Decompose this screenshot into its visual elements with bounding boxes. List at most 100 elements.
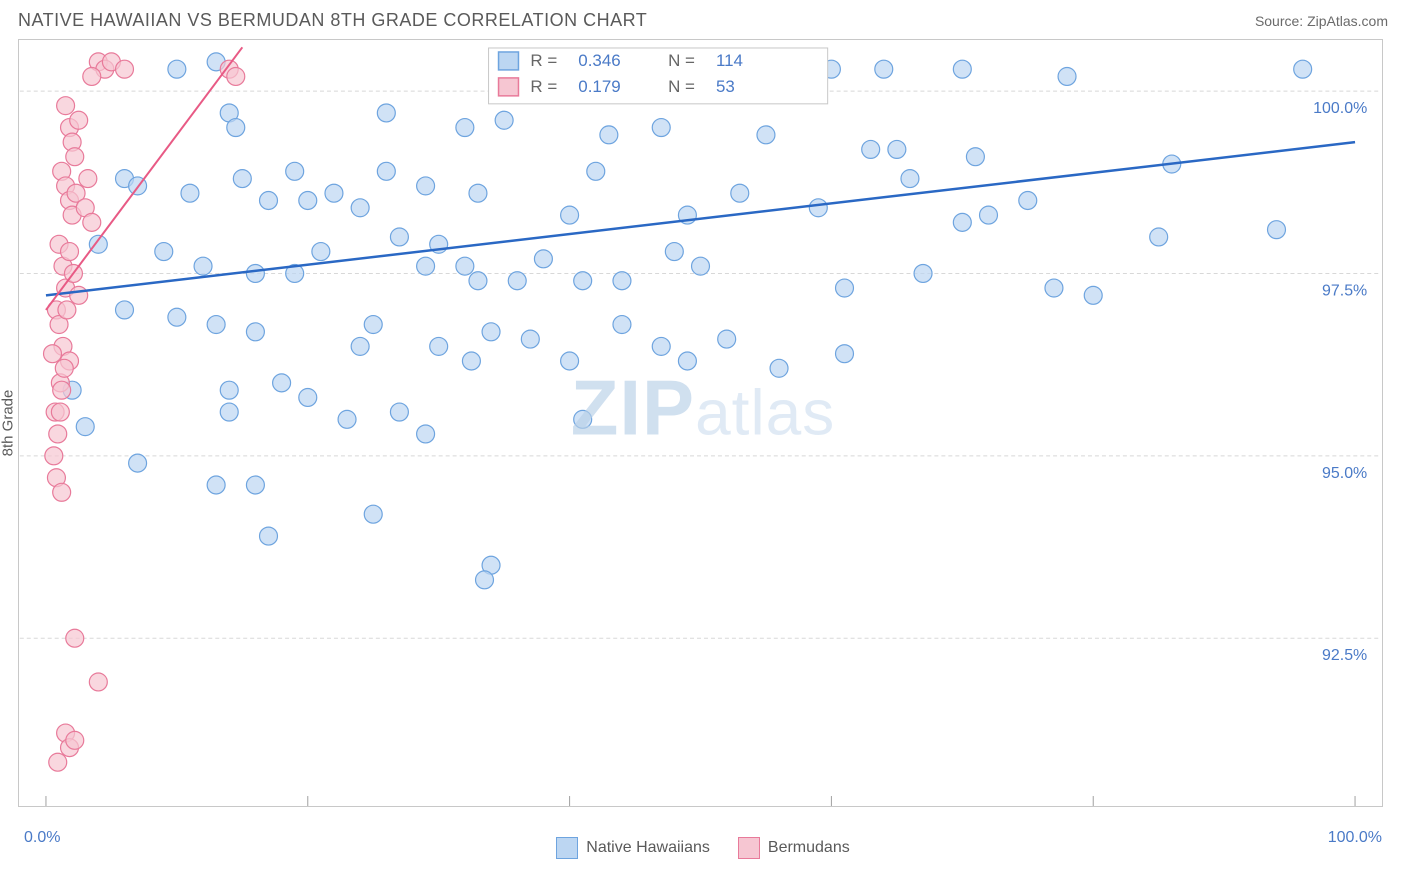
native_hawaiians-point (155, 243, 173, 261)
native_hawaiians-point (312, 243, 330, 261)
native_hawaiians-point (273, 374, 291, 392)
native_hawaiians-point (351, 337, 369, 355)
native_hawaiians-point (482, 323, 500, 341)
bermudans-point (66, 148, 84, 166)
native_hawaiians-point (1268, 221, 1286, 239)
bermudans-point (49, 753, 67, 771)
chart-header: NATIVE HAWAIIAN VS BERMUDAN 8TH GRADE CO… (0, 0, 1406, 39)
native_hawaiians-point (469, 184, 487, 202)
native_hawaiians-point (181, 184, 199, 202)
stats-R-value: 0.346 (578, 51, 620, 70)
native_hawaiians-point (600, 126, 618, 144)
native_hawaiians-point (574, 272, 592, 290)
source-label: Source: (1255, 13, 1307, 29)
bermudans-point (61, 243, 79, 261)
stats-R-value: 0.179 (578, 77, 620, 96)
native_hawaiians-point (836, 279, 854, 297)
native_hawaiians-point (613, 272, 631, 290)
native_hawaiians-point (718, 330, 736, 348)
native_hawaiians-point (875, 60, 893, 78)
y-tick-label: 95.0% (1322, 465, 1367, 482)
stats-R-label: R = (530, 77, 557, 96)
bermudans-point (116, 60, 134, 78)
native_hawaiians-point (430, 337, 448, 355)
native_hawaiians-point (233, 170, 251, 188)
bermudans-point (227, 67, 245, 85)
native_hawaiians-point (246, 323, 264, 341)
native_hawaiians-point (390, 403, 408, 421)
native_hawaiians-point (76, 418, 94, 436)
native_hawaiians-point (260, 527, 278, 545)
native_hawaiians-point (220, 381, 238, 399)
native_hawaiians-point (390, 228, 408, 246)
native_hawaiians-point (299, 192, 317, 210)
native_hawaiians-point (953, 60, 971, 78)
bermudans-point (49, 425, 67, 443)
native_hawaiians-point (456, 119, 474, 137)
native_hawaiians-point (561, 206, 579, 224)
bermudans-point (57, 97, 75, 115)
bottom-legend-item: Native Hawaiians (556, 837, 710, 859)
native_hawaiians-point (587, 162, 605, 180)
bottom-legend: Native Hawaiians Bermudans (0, 837, 1406, 859)
bottom-legend-item: Bermudans (738, 837, 850, 859)
native_hawaiians-point (364, 505, 382, 523)
native_hawaiians-point (1045, 279, 1063, 297)
scatter-plot: 92.5%95.0%97.5%100.0%R = 0.346N = 114R =… (18, 39, 1383, 807)
native_hawaiians-point (901, 170, 919, 188)
native_hawaiians-point (613, 316, 631, 334)
native_hawaiians-point (417, 257, 435, 275)
y-tick-label: 92.5% (1322, 647, 1367, 664)
bermudans-point (79, 170, 97, 188)
native_hawaiians-point (953, 213, 971, 231)
native_hawaiians-point (731, 184, 749, 202)
stats-N-value: 53 (716, 77, 735, 96)
native_hawaiians-point (220, 403, 238, 421)
bermudans-point (45, 447, 63, 465)
native_hawaiians-point (377, 162, 395, 180)
native_hawaiians-point (417, 425, 435, 443)
y-tick-label: 100.0% (1313, 100, 1367, 117)
legend-swatch (556, 837, 578, 859)
native_hawaiians-point (914, 264, 932, 282)
bermudans-point (53, 483, 71, 501)
native_hawaiians-point (462, 352, 480, 370)
native_hawaiians-point (338, 410, 356, 428)
native_hawaiians-point (325, 184, 343, 202)
native_hawaiians-point (809, 199, 827, 217)
source-link[interactable]: ZipAtlas.com (1307, 13, 1388, 29)
native_hawaiians-point (1294, 60, 1312, 78)
native_hawaiians-point (1084, 286, 1102, 304)
native_hawaiians-point (665, 243, 683, 261)
bermudans-point (66, 731, 84, 749)
bermudans-point (53, 381, 71, 399)
native_hawaiians-point (476, 571, 494, 589)
stats-N-value: 114 (716, 51, 743, 70)
native_hawaiians-point (1019, 192, 1037, 210)
native_hawaiians-point (168, 60, 186, 78)
native_hawaiians-point (377, 104, 395, 122)
native_hawaiians-point (299, 388, 317, 406)
native_hawaiians-point (561, 352, 579, 370)
native_hawaiians-point (129, 454, 147, 472)
legend-label: Bermudans (768, 839, 850, 857)
native_hawaiians-point (364, 316, 382, 334)
stats-N-label: N = (668, 77, 695, 96)
x-corner-label: 100.0% (1328, 829, 1382, 847)
bermudans-point (44, 345, 62, 363)
native_hawaiians-point (678, 352, 696, 370)
legend-swatch (738, 837, 760, 859)
bermudans-point (70, 286, 88, 304)
native_hawaiians-point (757, 126, 775, 144)
native_hawaiians-point (862, 140, 880, 158)
bermudans-point (83, 213, 101, 231)
native_hawaiians-point (521, 330, 539, 348)
native_hawaiians-point (246, 476, 264, 494)
native_hawaiians-point (168, 308, 186, 326)
native_hawaiians-point (417, 177, 435, 195)
native_hawaiians-point (980, 206, 998, 224)
native_hawaiians-point (207, 476, 225, 494)
chart-source: Source: ZipAtlas.com (1255, 13, 1388, 29)
native_hawaiians-point (351, 199, 369, 217)
native_hawaiians-point (194, 257, 212, 275)
